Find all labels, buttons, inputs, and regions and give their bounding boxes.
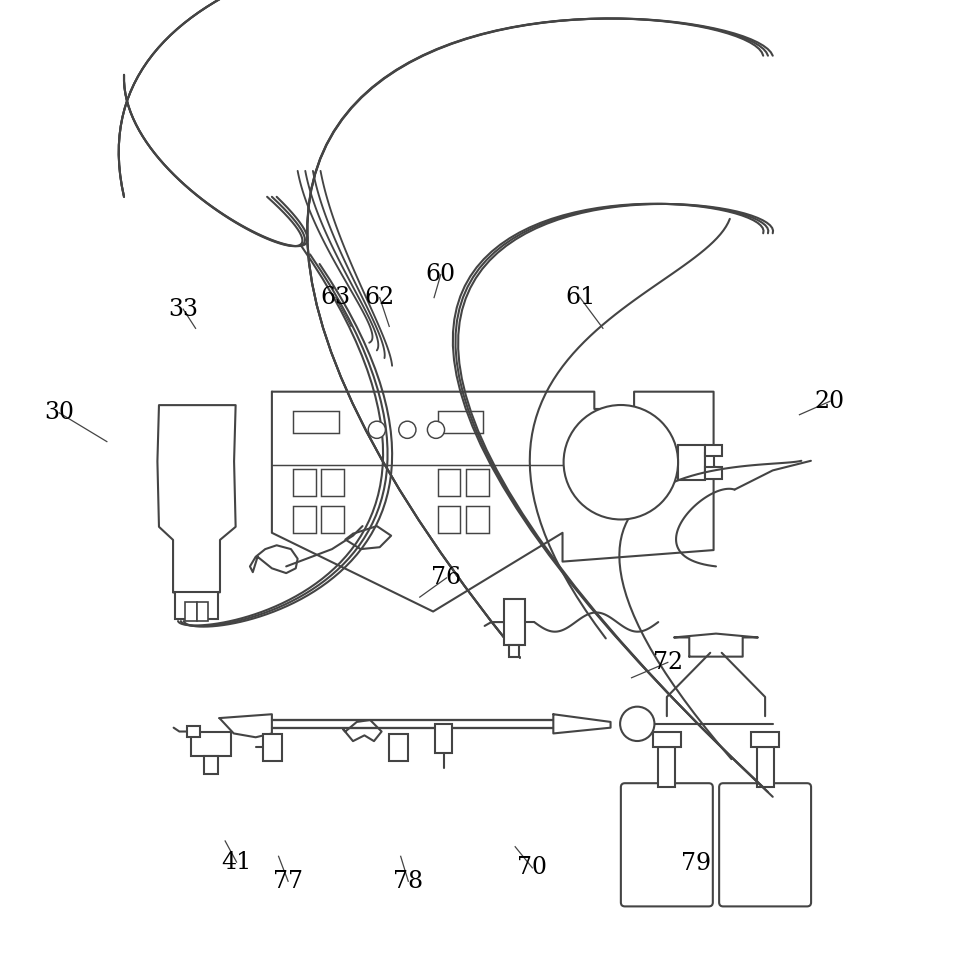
Text: 72: 72 [652,651,682,674]
Polygon shape [343,720,381,741]
Polygon shape [219,714,272,737]
Bar [293,469,315,496]
Bar [437,506,460,533]
Bar [196,602,208,621]
Text: 63: 63 [320,286,351,309]
Bar [756,747,773,787]
Bar [389,734,408,761]
FancyBboxPatch shape [620,783,712,906]
Bar [437,469,460,496]
Bar [204,756,217,774]
Bar [293,506,315,533]
Polygon shape [673,634,757,657]
Bar [652,732,680,747]
Bar [435,724,452,753]
Text: 33: 33 [168,298,198,321]
Bar [678,445,704,480]
Text: 20: 20 [814,390,844,413]
Bar [293,412,338,433]
Text: 60: 60 [425,263,456,286]
Text: 76: 76 [431,566,461,589]
Bar [704,453,714,472]
Polygon shape [345,526,391,549]
Bar [704,445,721,457]
Bar [437,412,483,433]
Circle shape [563,405,678,519]
Bar [750,732,779,747]
Text: 30: 30 [44,401,74,424]
Text: 62: 62 [364,286,395,309]
Bar [187,726,200,737]
Text: 79: 79 [680,852,711,876]
Bar [321,506,344,533]
Circle shape [368,421,385,439]
Bar [658,747,675,787]
Circle shape [427,421,444,439]
Bar [191,732,231,756]
Text: 70: 70 [517,856,547,879]
Circle shape [619,707,654,741]
Circle shape [398,421,416,439]
Bar [321,469,344,496]
Bar [509,645,518,657]
Polygon shape [250,545,297,573]
Text: 61: 61 [564,286,595,309]
Bar [503,599,524,645]
Bar [466,506,489,533]
Bar [466,469,489,496]
Text: 78: 78 [393,870,423,893]
Polygon shape [157,405,235,592]
FancyBboxPatch shape [719,783,810,906]
Polygon shape [272,392,713,612]
Bar [704,468,721,479]
Bar [263,734,282,761]
Text: 77: 77 [273,870,303,893]
Bar [174,592,218,619]
Text: 41: 41 [221,851,252,874]
Polygon shape [553,714,610,733]
Bar [185,602,196,621]
